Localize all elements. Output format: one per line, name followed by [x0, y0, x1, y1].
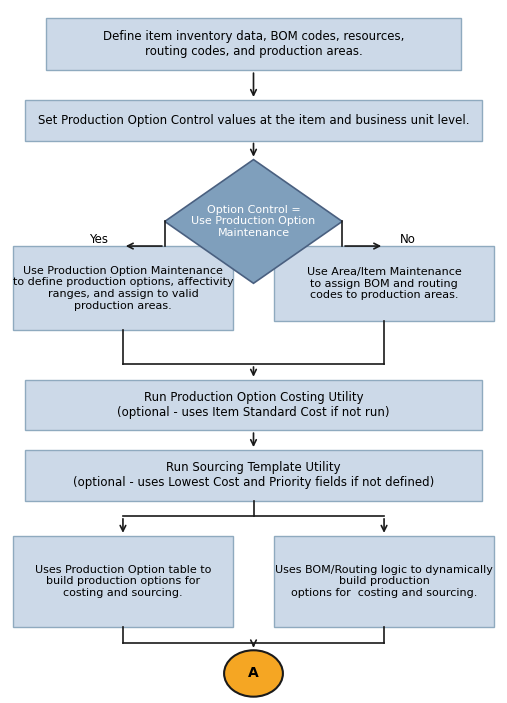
Text: Run Production Option Costing Utility
(optional - uses Item Standard Cost if not: Run Production Option Costing Utility (o…	[117, 391, 390, 419]
Text: Set Production Option Control values at the item and business unit level.: Set Production Option Control values at …	[38, 114, 469, 127]
Text: Option Control =
Use Production Option
Maintenance: Option Control = Use Production Option M…	[191, 205, 316, 238]
FancyBboxPatch shape	[13, 246, 233, 330]
Text: Use Production Option Maintenance
to define production options, affectivity
rang: Use Production Option Maintenance to def…	[13, 266, 233, 311]
FancyBboxPatch shape	[274, 536, 494, 627]
Text: Define item inventory data, BOM codes, resources,
routing codes, and production : Define item inventory data, BOM codes, r…	[103, 30, 404, 58]
Text: Run Sourcing Template Utility
(optional - uses Lowest Cost and Priority fields i: Run Sourcing Template Utility (optional …	[73, 461, 434, 489]
Text: No: No	[400, 233, 416, 245]
FancyBboxPatch shape	[13, 536, 233, 627]
Text: Uses BOM/Routing logic to dynamically
build production
options for  costing and : Uses BOM/Routing logic to dynamically bu…	[275, 565, 493, 598]
FancyBboxPatch shape	[25, 450, 482, 501]
FancyBboxPatch shape	[25, 100, 482, 141]
FancyBboxPatch shape	[274, 246, 494, 321]
Text: Yes: Yes	[89, 233, 108, 245]
Ellipse shape	[224, 650, 283, 697]
Text: A: A	[248, 666, 259, 681]
Text: Use Area/Item Maintenance
to assign BOM and routing
codes to production areas.: Use Area/Item Maintenance to assign BOM …	[307, 267, 461, 300]
Polygon shape	[165, 160, 342, 283]
Text: Uses Production Option table to
build production options for
costing and sourcin: Uses Production Option table to build pr…	[35, 565, 211, 598]
FancyBboxPatch shape	[25, 380, 482, 430]
FancyBboxPatch shape	[46, 18, 461, 70]
